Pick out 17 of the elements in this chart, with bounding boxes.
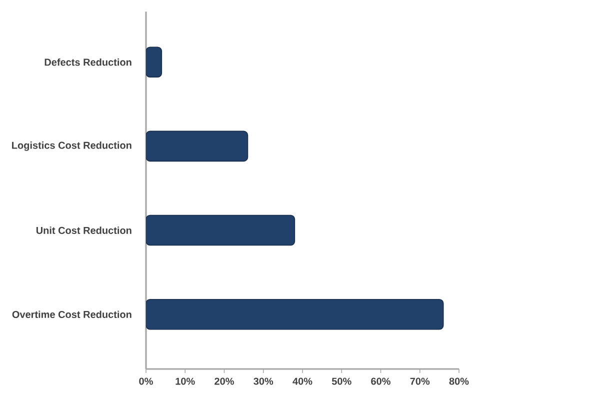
bar bbox=[146, 214, 296, 246]
x-tick-label: 10% bbox=[176, 378, 195, 385]
x-tick-label: 60% bbox=[371, 378, 390, 385]
y-tick-label: Unit Cost Reduction bbox=[36, 226, 132, 234]
y-tick-label: Overtime Cost Reduction bbox=[12, 310, 132, 318]
x-tick-label: 80% bbox=[449, 378, 469, 385]
bar bbox=[146, 298, 444, 330]
bar bbox=[146, 46, 162, 78]
y-tick-label: Logistics Cost Reduction bbox=[12, 142, 132, 151]
x-tick-label: 70% bbox=[410, 378, 430, 385]
x-tick-label: 0% bbox=[139, 378, 153, 385]
y-tick-label: Defects Reduction bbox=[44, 58, 132, 66]
x-tick-label: 30% bbox=[254, 378, 274, 385]
bar bbox=[146, 130, 248, 162]
x-tick-label: 50% bbox=[332, 378, 352, 385]
x-tick-label: 20% bbox=[214, 378, 234, 385]
x-tick-label: 40% bbox=[292, 378, 312, 385]
